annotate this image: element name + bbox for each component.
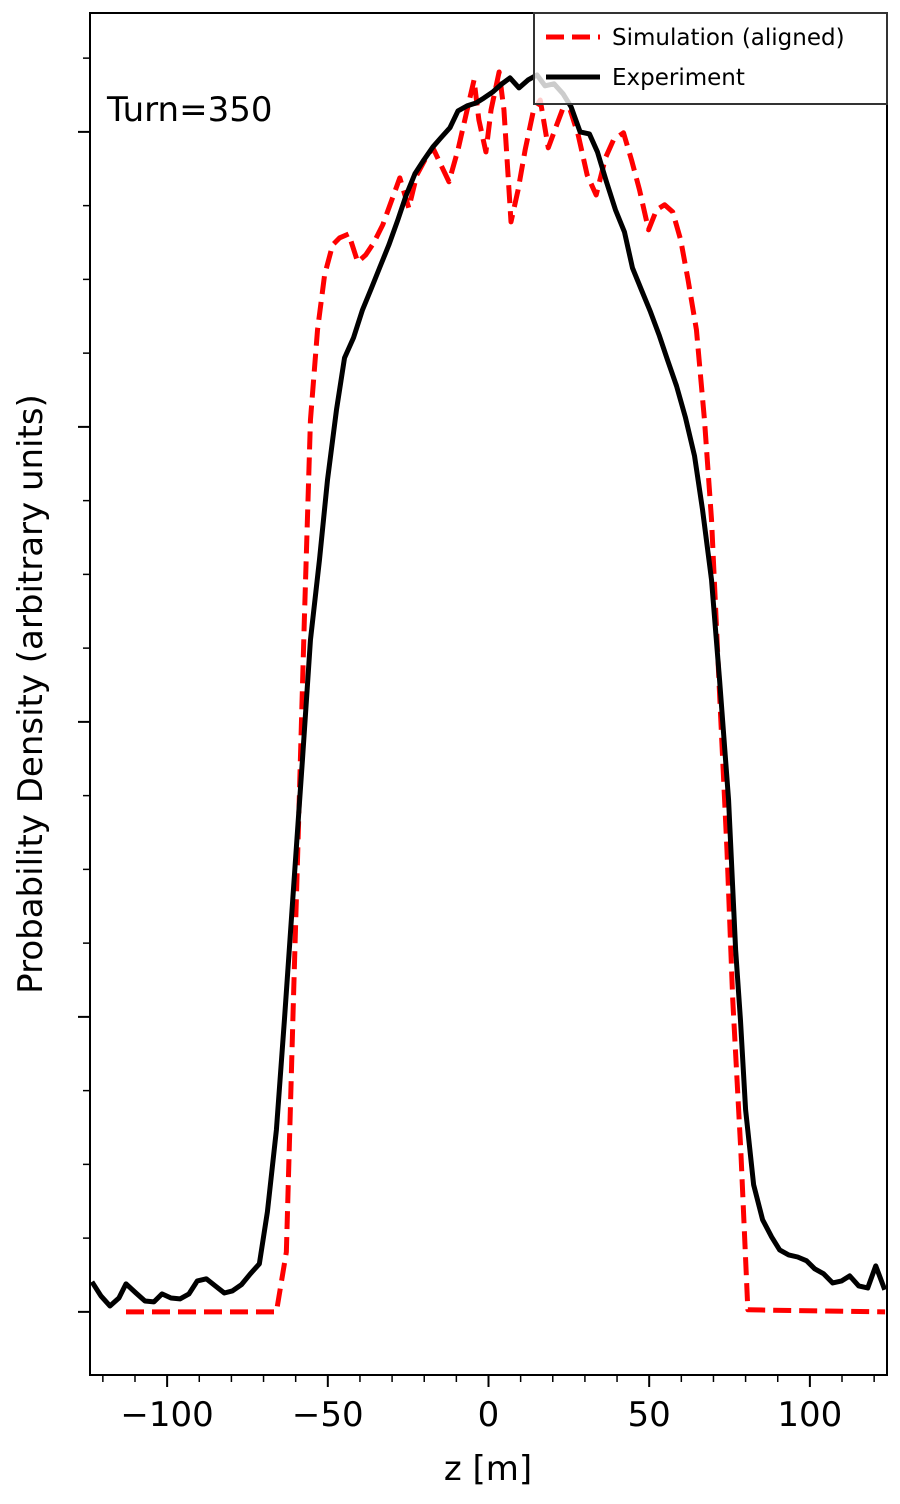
x-tick-label: 50	[628, 1395, 671, 1435]
y-axis-label: Probability Density (arbitrary units)	[11, 394, 51, 994]
series-line	[125, 69, 886, 1315]
x-axis-label: z [m]	[444, 1449, 532, 1489]
x-tick-label: −50	[292, 1395, 364, 1435]
legend-box	[533, 12, 888, 105]
x-tick-label: 100	[777, 1395, 842, 1435]
legend-label: Simulation (aligned)	[612, 25, 845, 51]
legend-label: Experiment	[612, 65, 745, 91]
x-tick-label: 0	[478, 1395, 500, 1435]
plot-frame	[89, 12, 888, 1376]
legend: Simulation (aligned) Experiment	[533, 12, 888, 105]
x-tick-label: −100	[120, 1395, 213, 1435]
annotation: Turn=350	[106, 90, 272, 130]
series-line	[90, 72, 887, 1309]
